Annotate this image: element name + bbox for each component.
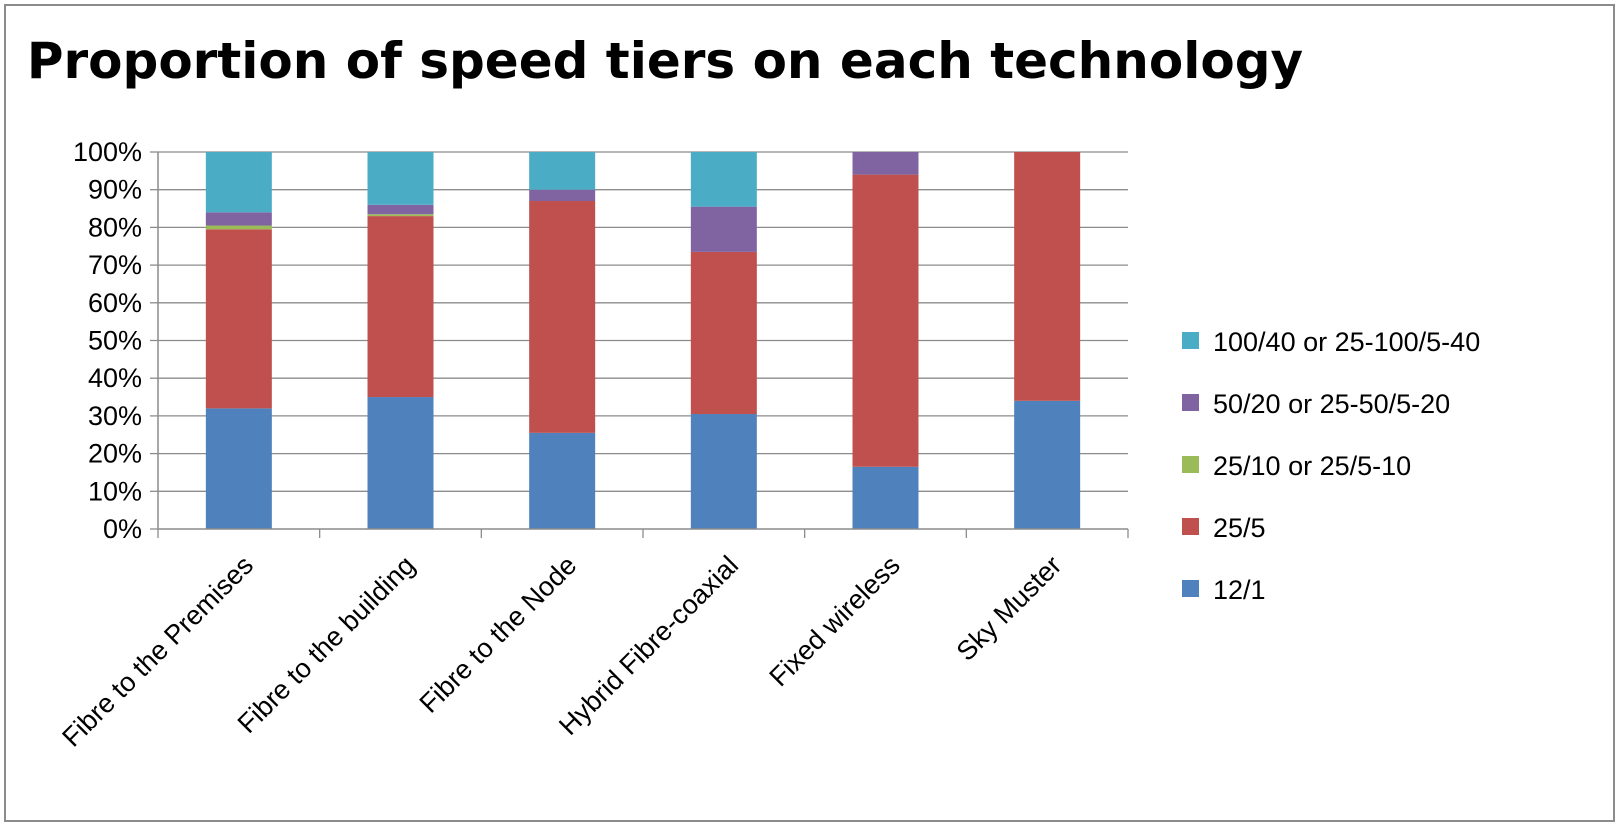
bar-segment [529, 152, 596, 190]
bar-segment [690, 152, 757, 207]
bar-segment [367, 216, 434, 398]
y-tick-label: 50% [88, 326, 142, 356]
bar-segment [852, 466, 919, 529]
y-tick-label: 20% [88, 439, 142, 469]
y-tick-label: 40% [88, 363, 142, 393]
bar-segment [205, 408, 272, 529]
y-tick-label: 10% [88, 476, 142, 506]
bar-segment [690, 206, 757, 252]
x-category-label: Fibre to the Premises [56, 550, 259, 753]
legend: 100/40 or 25-100/5-40 50/20 or 25-50/5-20… [1182, 327, 1480, 605]
chart-title: Proportion of speed tiers on each techno… [26, 32, 1304, 90]
legend-label: 25/10 or 25/5-10 [1213, 451, 1411, 481]
bar-segment [1014, 152, 1081, 401]
legend-swatch [1182, 580, 1199, 597]
y-tick-label: 100% [73, 137, 142, 167]
bar-segment [367, 204, 434, 215]
legend-label: 12/1 [1213, 575, 1266, 605]
bar-segment [205, 225, 272, 230]
axes [150, 151, 1129, 538]
legend-label: 25/5 [1213, 513, 1266, 543]
y-tick-label: 60% [88, 288, 142, 318]
y-axis-tick-labels: 0% 10% 20% 30% 40% 50% 60% 70% 80% 90% 100% [73, 137, 142, 544]
x-category-label: Hybrid Fibre-coaxial [553, 550, 744, 741]
x-category-label: Fibre to the Node [414, 550, 583, 719]
bar-segment [205, 229, 272, 409]
bar-segment [852, 174, 919, 467]
y-tick-label: 70% [88, 250, 142, 280]
y-tick-label: 0% [103, 514, 142, 544]
bar-segment [529, 201, 596, 433]
legend-label: 50/20 or 25-50/5-20 [1213, 389, 1450, 419]
y-tick-label: 30% [88, 401, 142, 431]
bar-segment [367, 214, 434, 217]
x-category-label: Fixed wireless [764, 550, 906, 692]
bar-segment [690, 251, 757, 415]
y-tick-label: 90% [88, 175, 142, 205]
bar-segment [205, 212, 272, 226]
bar-segment [852, 152, 919, 175]
bar-segment [367, 397, 434, 529]
x-category-label: Sky Muster [951, 550, 1068, 667]
x-category-label: Fibre to the building [232, 550, 421, 739]
legend-swatch [1182, 456, 1199, 473]
bar-segment [690, 414, 757, 529]
legend-label: 100/40 or 25-100/5-40 [1213, 327, 1480, 357]
y-tick-label: 80% [88, 212, 142, 242]
legend-swatch [1182, 518, 1199, 535]
bar-segment [529, 189, 596, 202]
chart-frame [4, 4, 1615, 822]
legend-swatch [1182, 394, 1199, 411]
gridlines [158, 151, 1128, 492]
bar-segment [529, 432, 596, 529]
bar-segment [367, 152, 434, 205]
bars [205, 152, 1081, 529]
bar-segment [1014, 400, 1081, 529]
legend-swatch [1182, 332, 1199, 349]
bar-segment [205, 152, 272, 213]
